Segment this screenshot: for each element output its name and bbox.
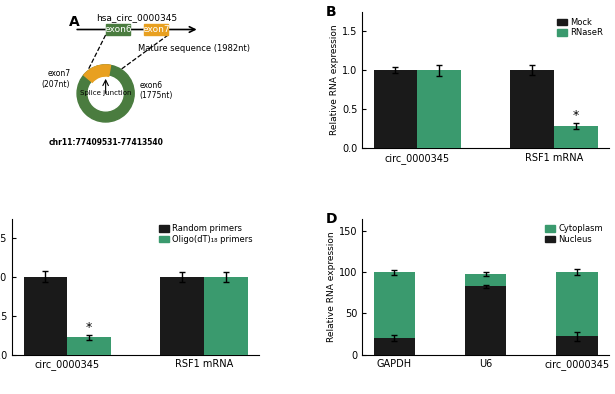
Bar xyxy=(554,126,598,148)
Legend: Cytoplasm, Nucleus: Cytoplasm, Nucleus xyxy=(544,223,605,246)
Bar xyxy=(465,286,506,355)
Bar xyxy=(373,272,415,338)
Y-axis label: Relative RNA expression: Relative RNA expression xyxy=(330,24,339,135)
Bar xyxy=(106,24,130,35)
Text: chr11:77409531-77413540: chr11:77409531-77413540 xyxy=(48,138,163,147)
Legend: Mock, RNaseR: Mock, RNaseR xyxy=(555,16,605,39)
Text: B: B xyxy=(325,5,336,19)
Bar xyxy=(67,338,111,355)
Text: exon6: exon6 xyxy=(104,25,132,34)
Bar xyxy=(465,274,506,286)
Circle shape xyxy=(88,76,123,111)
Bar xyxy=(557,272,598,336)
Legend: Random primers, Oligo(dT)₁₈ primers: Random primers, Oligo(dT)₁₈ primers xyxy=(157,223,255,246)
Text: exon7: exon7 xyxy=(142,25,170,34)
Bar xyxy=(510,70,554,148)
Text: Splice junction: Splice junction xyxy=(80,91,132,97)
Text: D: D xyxy=(325,212,337,226)
Bar xyxy=(373,70,417,148)
Wedge shape xyxy=(84,65,111,82)
Text: exon7
(207nt): exon7 (207nt) xyxy=(42,69,70,89)
Bar xyxy=(557,336,598,355)
Text: exon6
(1775nt): exon6 (1775nt) xyxy=(140,81,173,100)
Bar xyxy=(23,277,67,355)
Bar xyxy=(417,70,461,148)
Bar xyxy=(160,277,204,355)
Text: Mature sequence (1982nt): Mature sequence (1982nt) xyxy=(138,44,250,53)
Text: hsa_circ_0000345: hsa_circ_0000345 xyxy=(97,13,178,22)
Bar xyxy=(373,338,415,355)
Text: A: A xyxy=(69,15,80,28)
Bar xyxy=(144,24,168,35)
Text: *: * xyxy=(86,321,92,334)
Circle shape xyxy=(77,65,134,122)
Bar xyxy=(204,277,248,355)
Y-axis label: Relative RNA expression: Relative RNA expression xyxy=(327,231,336,342)
Text: *: * xyxy=(573,109,579,122)
